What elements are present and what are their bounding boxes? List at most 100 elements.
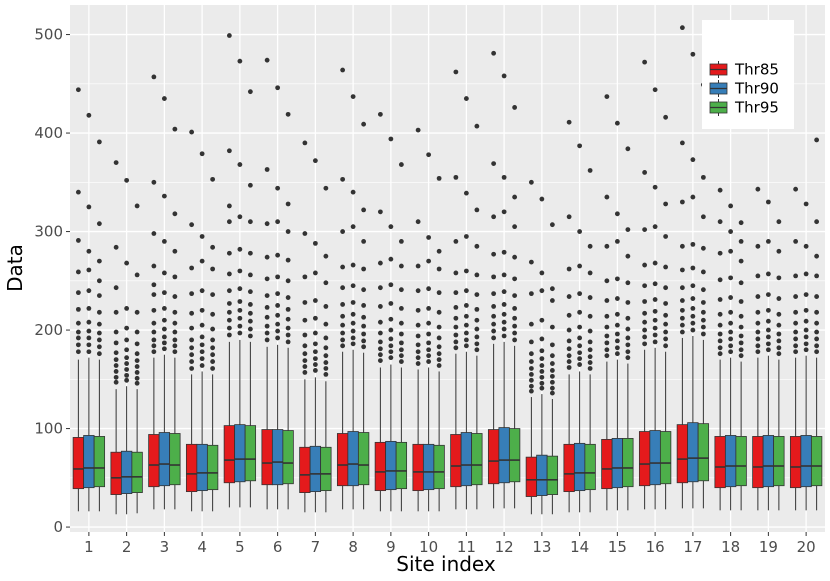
outlier-point xyxy=(199,342,205,348)
outlier-point xyxy=(189,366,195,371)
outlier-point xyxy=(113,160,119,166)
outlier-point xyxy=(226,301,232,306)
outlier-point xyxy=(663,264,669,270)
outlier-point xyxy=(426,258,432,264)
x-tick-label: 6 xyxy=(273,538,283,556)
iqr-box xyxy=(450,434,462,488)
outlier-point xyxy=(776,345,782,351)
outlier-point xyxy=(755,320,761,326)
outlier-point xyxy=(652,260,658,266)
outlier-point xyxy=(415,288,421,294)
outlier-point xyxy=(528,377,534,383)
box-Thr85-site-16 xyxy=(638,59,651,510)
outlier-point xyxy=(134,309,140,315)
outlier-point xyxy=(398,340,404,346)
outlier-point xyxy=(577,324,583,330)
outlier-point xyxy=(312,362,318,367)
outlier-point xyxy=(312,341,318,347)
outlier-point xyxy=(474,334,480,340)
outlier-point xyxy=(625,355,631,361)
outlier-point xyxy=(604,333,610,339)
outlier-point xyxy=(652,184,658,190)
box-Thr90-site-6 xyxy=(271,85,284,510)
outlier-point xyxy=(398,287,404,293)
outlier-point xyxy=(285,306,291,312)
outlier-point xyxy=(501,209,507,215)
outlier-point xyxy=(151,337,157,343)
outlier-point xyxy=(96,309,102,315)
outlier-point xyxy=(96,351,102,357)
outlier-point xyxy=(539,356,545,362)
outlier-point xyxy=(436,363,442,368)
outlier-point xyxy=(776,296,782,301)
outlier-point xyxy=(172,211,178,217)
outlier-point xyxy=(210,366,216,371)
outlier-point xyxy=(436,266,442,272)
outlier-point xyxy=(285,295,291,300)
outlier-point xyxy=(312,315,318,321)
outlier-point xyxy=(738,239,744,244)
outlier-point xyxy=(587,360,593,365)
outlier-point xyxy=(436,335,442,341)
outlier-point xyxy=(436,290,442,296)
outlier-point xyxy=(415,263,421,269)
box-Thr85-site-8 xyxy=(336,67,349,510)
box-Thr90-site-11 xyxy=(460,96,473,510)
iqr-box xyxy=(271,429,284,486)
legend-label: Thr90 xyxy=(734,80,779,98)
outlier-point xyxy=(285,316,291,322)
outlier-point xyxy=(614,120,620,126)
box-Thr90-site-13 xyxy=(536,196,548,515)
outlier-point xyxy=(728,343,734,349)
outlier-point xyxy=(528,351,534,357)
outlier-point xyxy=(172,349,178,355)
outlier-point xyxy=(577,335,583,341)
outlier-point xyxy=(350,300,356,305)
outlier-point xyxy=(528,359,534,364)
outlier-point xyxy=(814,320,820,326)
box-Thr95-site-4 xyxy=(206,176,219,512)
outlier-point xyxy=(134,364,140,369)
outlier-point xyxy=(463,288,469,294)
outlier-point xyxy=(765,327,771,333)
outlier-point xyxy=(134,380,140,386)
outlier-point xyxy=(577,350,583,356)
outlier-point xyxy=(793,329,799,335)
outlier-point xyxy=(361,314,367,320)
x-tick-label: 9 xyxy=(386,538,396,556)
x-tick-label: 16 xyxy=(646,538,665,556)
outlier-point xyxy=(237,58,243,64)
box-Thr90-site-15 xyxy=(611,120,624,511)
box-Thr95-site-14 xyxy=(584,168,596,513)
outlier-point xyxy=(765,239,771,244)
outlier-point xyxy=(755,294,761,299)
outlier-point xyxy=(663,343,669,349)
iqr-box xyxy=(395,441,408,490)
box-Thr85-site-11 xyxy=(450,69,462,510)
outlier-point xyxy=(549,353,555,359)
outlier-point xyxy=(226,148,232,154)
outlier-point xyxy=(453,174,459,180)
outlier-point xyxy=(765,318,771,324)
iqr-box xyxy=(573,442,586,492)
outlier-point xyxy=(426,286,432,292)
outlier-point xyxy=(189,222,195,228)
outlier-point xyxy=(577,229,583,234)
outlier-point xyxy=(652,87,658,93)
iqr-box xyxy=(131,451,143,493)
outlier-point xyxy=(765,292,771,298)
outlier-point xyxy=(113,369,119,374)
box-Thr85-site-3 xyxy=(148,74,160,510)
outlier-point xyxy=(323,304,329,309)
outlier-point xyxy=(189,310,195,316)
outlier-point xyxy=(663,336,669,342)
outlier-point xyxy=(453,270,459,276)
outlier-point xyxy=(652,339,658,345)
outlier-point xyxy=(189,291,195,297)
outlier-point xyxy=(124,347,130,353)
outlier-point xyxy=(501,289,507,295)
outlier-point xyxy=(75,269,81,275)
outlier-point xyxy=(738,220,744,226)
outlier-point xyxy=(426,340,432,346)
outlier-point xyxy=(302,358,308,364)
